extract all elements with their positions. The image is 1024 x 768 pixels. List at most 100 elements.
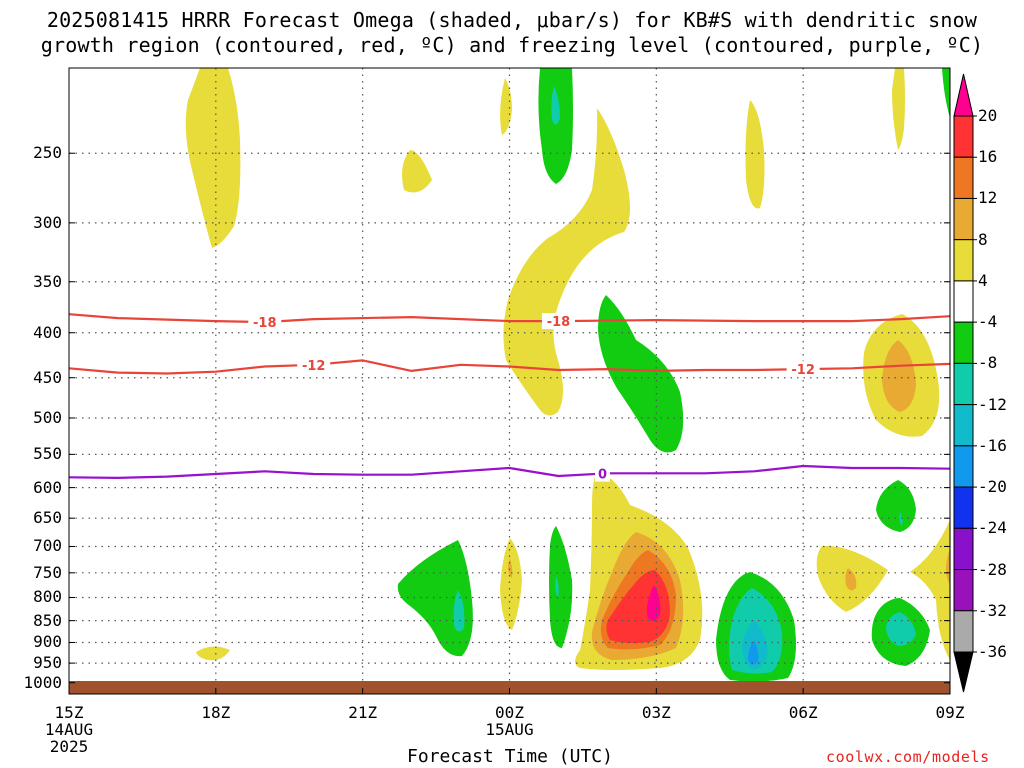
contour-label: -12: [302, 359, 326, 374]
omega-region: [646, 585, 661, 621]
x-axis-label: Forecast Time (UTC): [407, 746, 613, 767]
colorbar-segment: [953, 610, 974, 653]
omega-region: [500, 78, 512, 135]
y-tick-label: 550: [33, 444, 62, 464]
contour-line: [68, 313, 951, 324]
y-tick-label: 850: [33, 610, 62, 630]
omega-region: [402, 150, 432, 193]
contour-label: -12: [791, 363, 815, 378]
y-tick-label: 950: [33, 653, 62, 673]
omega-region: [196, 646, 230, 661]
omega-shading: [185, 68, 950, 682]
colorbar-segment: [953, 445, 974, 488]
colorbar-segment: [953, 115, 974, 158]
omega-region: [500, 538, 522, 630]
colorbar-segment: [953, 404, 974, 447]
contour-label-bg: [786, 361, 820, 378]
colorbar-label: -28: [978, 559, 1007, 579]
credit-text: coolwx.com/models: [826, 748, 990, 766]
omega-region: [748, 640, 759, 665]
y-tick-label: 750: [33, 562, 62, 582]
x-tick-label: 15Z: [54, 703, 84, 722]
contour-line: [68, 464, 951, 479]
omega-region: [185, 68, 241, 248]
x-tick-label: 06Z: [788, 703, 818, 722]
y-tick-label: 250: [33, 143, 62, 163]
colorbar-segment: [953, 569, 974, 612]
x-tick-label: 15AUG: [485, 720, 534, 739]
colorbar-arrow-bottom: [953, 651, 974, 693]
omega-region: [551, 86, 560, 125]
chart-title-line-1: 2025081415 HRRR Forecast Omega (shaded, …: [46, 8, 978, 32]
colorbar-label: -12: [978, 394, 1007, 414]
x-tick-label: 00Z: [495, 703, 524, 722]
y-tick-label: 500: [33, 407, 62, 427]
omega-region: [745, 100, 765, 209]
y-tick-label: 700: [33, 536, 62, 556]
omega-region: [555, 576, 559, 598]
y-tick-label: 600: [33, 477, 62, 497]
y-tick-label: 650: [33, 508, 62, 528]
omega-region: [942, 68, 950, 118]
omega-region: [910, 520, 950, 660]
x-tick-label: 2025: [49, 737, 89, 756]
omega-region: [899, 512, 903, 526]
contour-lines: -18 -18 -12 -12 0: [68, 313, 951, 483]
colorbar-label: -8: [978, 353, 998, 373]
contour-label-bg: [248, 314, 282, 331]
colorbar-arrow-top: [953, 73, 974, 117]
colorbar-label: 20: [978, 106, 998, 125]
colorbar-label: 16: [978, 147, 998, 167]
colorbar-segment: [953, 239, 974, 282]
contour-label: -18: [253, 316, 277, 331]
omega-region: [397, 540, 473, 657]
x-tick-label: 21Z: [348, 703, 378, 722]
colorbar-label: 12: [978, 188, 998, 208]
contour-label: -18: [547, 315, 571, 330]
x-tick-label: 03Z: [641, 703, 671, 722]
contour-label-bg: [297, 356, 331, 373]
colorbar-label: -16: [978, 435, 1007, 455]
omega-region: [549, 526, 573, 648]
y-tick-label: 800: [33, 587, 62, 607]
colorbar-label: -32: [978, 600, 1007, 620]
contour-label: 0: [598, 468, 607, 483]
y-tick-label: 450: [33, 367, 62, 387]
x-tick-label: 09Z: [935, 703, 965, 722]
y-tick-label: 350: [33, 271, 62, 291]
y-tick-label: 1000: [23, 672, 62, 692]
omega-region: [892, 68, 905, 150]
gridlines: [69, 68, 950, 694]
omega-region: [882, 340, 916, 412]
omega-region: [946, 548, 950, 585]
axis-ticks: [68, 152, 951, 694]
colorbar-label: -24: [978, 518, 1007, 538]
colorbar-segment: [953, 156, 974, 199]
colorbar-segment: [953, 280, 974, 323]
contour-label-bg: [594, 465, 610, 482]
omega-region: [453, 590, 465, 632]
contour-label-bg: [541, 313, 575, 330]
surface-bar: [69, 681, 950, 694]
colorbar: [953, 73, 977, 693]
colorbar-segment: [953, 362, 974, 406]
omega-region: [598, 295, 684, 453]
omega-region: [538, 68, 573, 184]
colorbar-label: -4: [978, 312, 998, 332]
colorbar-label: 8: [978, 229, 988, 249]
colorbar-segment: [953, 321, 974, 364]
colorbar-segment: [953, 197, 974, 241]
omega-region: [845, 568, 857, 591]
y-tick-label: 400: [33, 322, 62, 342]
y-tick-label: 300: [33, 212, 62, 232]
colorbar-label: -36: [978, 642, 1007, 661]
x-tick-label: 14AUG: [44, 720, 94, 739]
y-tick-label: 900: [33, 632, 62, 652]
chart-title-line-2: growth region (contoured, red, ºC) and f…: [40, 33, 984, 57]
colorbar-label: 4: [978, 270, 988, 290]
colorbar-segment: [953, 486, 974, 529]
colorbar-label: -20: [978, 477, 1007, 497]
colorbar-segment: [953, 527, 974, 571]
omega-region: [503, 108, 630, 416]
omega-region: [876, 480, 916, 532]
